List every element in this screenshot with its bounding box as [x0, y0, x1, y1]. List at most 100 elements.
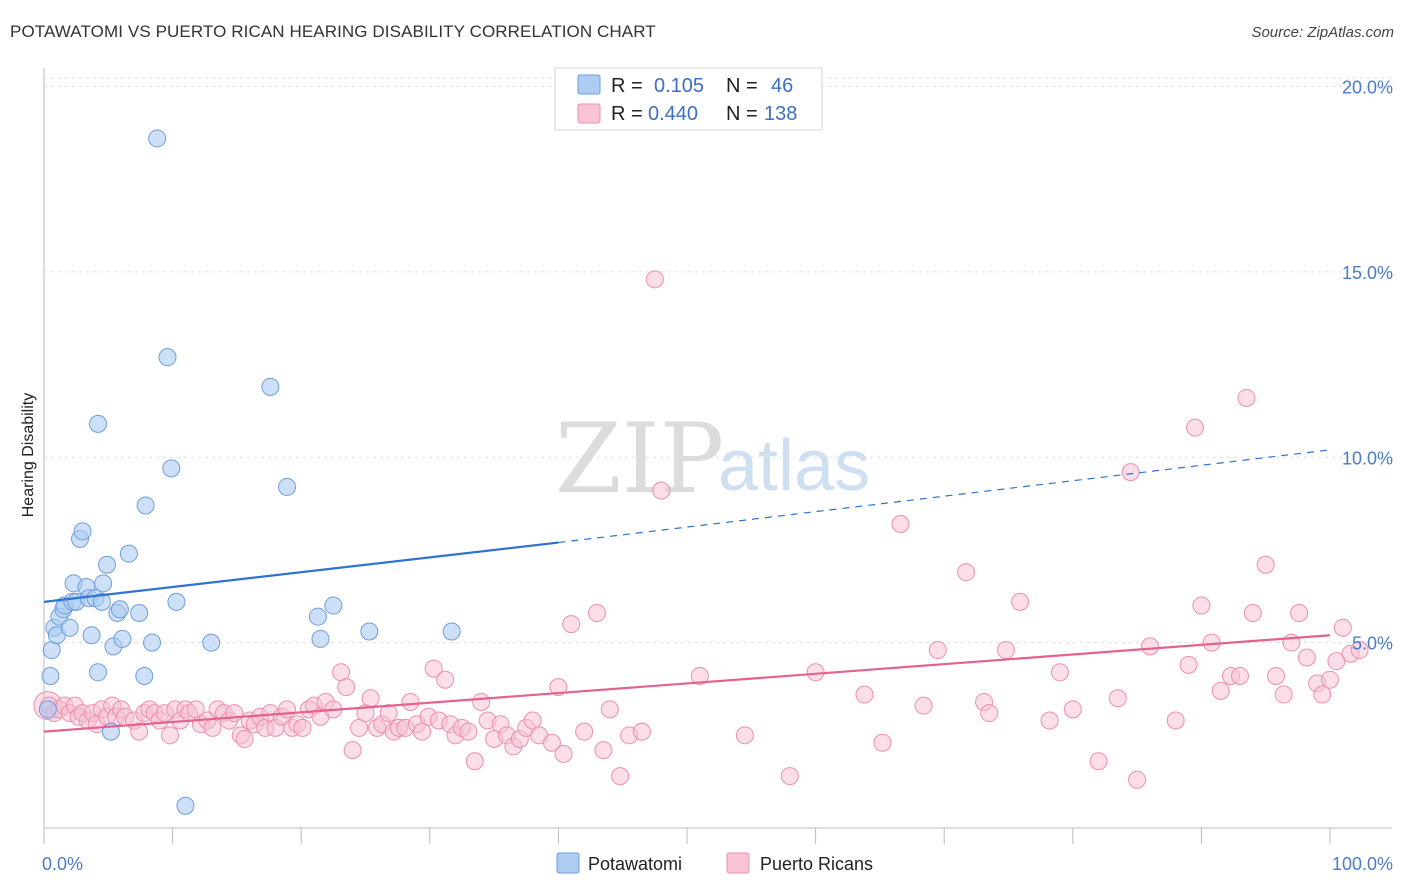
y-tick-label: 20.0% — [1342, 78, 1393, 98]
data-point-potawatomi — [92, 592, 111, 611]
data-point-puerto-ricans — [1333, 618, 1352, 637]
data-point-potawatomi — [278, 477, 297, 496]
watermark-zip: ZIP — [555, 403, 724, 515]
data-point-potawatomi — [98, 555, 117, 574]
data-point-potawatomi — [167, 592, 186, 611]
puerto-ricans-points — [33, 270, 1369, 789]
data-point-puerto-ricans — [1297, 648, 1316, 667]
data-point-puerto-ricans — [413, 722, 432, 741]
watermark: ZIP atlas — [555, 403, 870, 515]
data-point-puerto-ricans — [1237, 388, 1256, 407]
y-tick-labels: 5.0% 10.0% 15.0% 20.0% — [1342, 78, 1393, 654]
data-point-puerto-ricans — [891, 515, 910, 533]
data-point-puerto-ricans — [459, 722, 478, 741]
legend-n-value-2: 138 — [764, 103, 797, 125]
data-point-potawatomi — [73, 522, 92, 541]
data-point-puerto-ricans — [1243, 603, 1262, 622]
data-point-potawatomi — [324, 596, 343, 615]
x-tick-label-max: 100.0% — [1332, 854, 1393, 874]
data-point-puerto-ricans — [1011, 592, 1030, 611]
data-point-puerto-ricans — [1108, 689, 1127, 708]
legend-r-value-2: 0.440 — [648, 103, 698, 125]
x-tick-labels: 0.0% 100.0% — [42, 854, 1393, 874]
legend-r-label-1: R = — [611, 75, 643, 97]
legend-swatch-potawatomi — [577, 74, 601, 95]
bottom-legend: Potawatomi Puerto Ricans — [556, 852, 873, 874]
legend-swatch-puerto-ricans — [577, 103, 601, 124]
data-point-puerto-ricans — [690, 667, 709, 685]
x-tick-label-min: 0.0% — [42, 854, 83, 874]
data-point-potawatomi — [162, 459, 181, 478]
legend-box: R = 0.105 N = 46 R = 0.440 N = 138 — [554, 67, 823, 131]
data-point-puerto-ricans — [562, 615, 581, 634]
data-point-puerto-ricans — [379, 704, 398, 723]
data-point-puerto-ricans — [1050, 663, 1069, 682]
data-point-puerto-ricans — [542, 733, 561, 752]
data-point-puerto-ricans — [873, 733, 892, 752]
data-point-puerto-ricans — [996, 641, 1015, 660]
watermark-atlas: atlas — [718, 426, 870, 506]
data-point-potawatomi — [136, 496, 155, 515]
data-point-potawatomi — [94, 574, 113, 593]
data-point-potawatomi — [148, 129, 167, 148]
data-point-puerto-ricans — [350, 718, 369, 737]
data-point-potawatomi — [41, 667, 60, 685]
data-point-potawatomi — [442, 622, 461, 641]
data-point-puerto-ricans — [594, 741, 613, 760]
legend-n-label-2: N = — [726, 103, 758, 125]
data-point-puerto-ricans — [436, 670, 455, 689]
source-credit: Source: ZipAtlas.com — [1251, 24, 1394, 41]
data-point-potawatomi — [110, 600, 129, 619]
data-point-puerto-ricans — [587, 603, 606, 622]
bottom-legend-swatch-puerto-ricans — [726, 852, 750, 874]
data-point-puerto-ricans — [914, 696, 933, 715]
trend-line-potawatomi — [43, 541, 559, 603]
bottom-legend-swatch-potawatomi — [556, 852, 580, 874]
data-point-puerto-ricans — [337, 678, 356, 697]
bottom-legend-potawatomi: Potawatomi — [588, 854, 682, 874]
data-point-puerto-ricans — [1313, 685, 1332, 704]
data-point-puerto-ricans — [1274, 685, 1293, 704]
data-point-puerto-ricans — [1327, 652, 1346, 671]
data-point-puerto-ricans — [575, 722, 594, 741]
data-point-puerto-ricans — [1089, 752, 1108, 771]
data-point-puerto-ricans — [1128, 770, 1147, 789]
data-point-potawatomi — [60, 618, 79, 637]
data-point-puerto-ricans — [472, 692, 491, 711]
data-point-puerto-ricans — [632, 722, 651, 741]
data-point-puerto-ricans — [293, 718, 312, 737]
data-point-puerto-ricans — [780, 767, 799, 786]
data-point-puerto-ricans — [1350, 641, 1369, 660]
data-point-puerto-ricans — [225, 704, 244, 723]
potawatomi-points — [38, 129, 461, 815]
data-point-puerto-ricans — [549, 678, 568, 697]
chart-title: POTAWATOMI VS PUERTO RICAN HEARING DISAB… — [10, 22, 656, 41]
data-point-puerto-ricans — [401, 692, 420, 711]
data-point-puerto-ricans — [1230, 667, 1249, 685]
data-point-puerto-ricans — [1040, 711, 1059, 730]
data-point-puerto-ricans — [928, 641, 947, 660]
data-point-potawatomi — [82, 626, 101, 645]
data-point-puerto-ricans — [424, 659, 443, 678]
data-point-puerto-ricans — [343, 741, 362, 760]
data-point-puerto-ricans — [855, 685, 874, 704]
data-point-puerto-ricans — [652, 481, 671, 500]
data-point-puerto-ricans — [523, 711, 542, 730]
data-point-puerto-ricans — [130, 722, 149, 741]
data-point-puerto-ricans — [980, 704, 999, 723]
data-point-puerto-ricans — [1211, 681, 1230, 700]
data-point-puerto-ricans — [161, 726, 180, 745]
y-axis-label: Hearing Disability — [20, 393, 37, 518]
data-point-potawatomi — [360, 622, 379, 641]
data-point-potawatomi — [202, 633, 221, 652]
data-point-puerto-ricans — [611, 767, 630, 786]
legend-n-label-1: N = — [726, 75, 758, 97]
data-point-puerto-ricans — [645, 270, 664, 289]
legend-n-value-1: 46 — [771, 75, 793, 97]
trend-line-puerto-ricans — [43, 634, 1331, 733]
data-point-puerto-ricans — [1290, 603, 1309, 622]
data-point-puerto-ricans — [361, 689, 380, 708]
data-point-potawatomi — [176, 796, 195, 815]
data-point-puerto-ricans — [1140, 637, 1159, 656]
